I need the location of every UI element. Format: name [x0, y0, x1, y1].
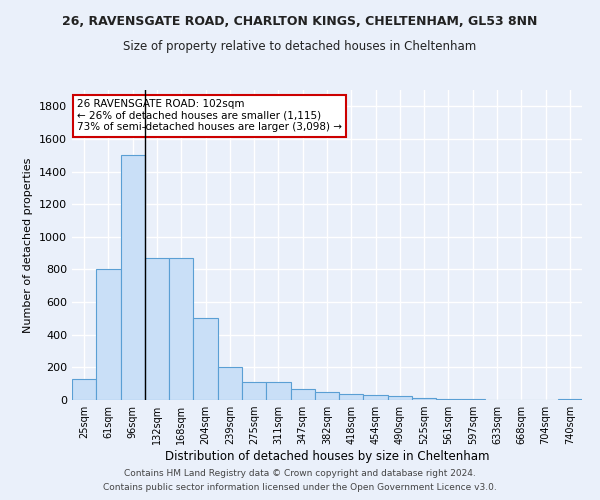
Bar [121, 156, 145, 400]
Bar [218, 366, 242, 400]
Text: Size of property relative to detached houses in Cheltenham: Size of property relative to detached ho… [124, 40, 476, 53]
Bar [412, 398, 436, 400]
Bar [169, 258, 193, 400]
Bar [242, 382, 266, 400]
Bar [145, 258, 169, 400]
Bar [388, 396, 412, 400]
Bar [193, 318, 218, 400]
Text: Contains HM Land Registry data © Crown copyright and database right 2024.: Contains HM Land Registry data © Crown c… [124, 468, 476, 477]
Text: Contains public sector information licensed under the Open Government Licence v3: Contains public sector information licen… [103, 484, 497, 492]
Bar [339, 394, 364, 400]
Text: 26 RAVENSGATE ROAD: 102sqm
← 26% of detached houses are smaller (1,115)
73% of s: 26 RAVENSGATE ROAD: 102sqm ← 26% of deta… [77, 100, 342, 132]
Bar [72, 379, 96, 400]
Bar [96, 270, 121, 400]
Bar [290, 388, 315, 400]
Bar [364, 395, 388, 400]
Bar [558, 399, 582, 400]
Bar [461, 399, 485, 400]
Bar [266, 382, 290, 400]
Y-axis label: Number of detached properties: Number of detached properties [23, 158, 34, 332]
Bar [436, 398, 461, 400]
X-axis label: Distribution of detached houses by size in Cheltenham: Distribution of detached houses by size … [165, 450, 489, 463]
Bar [315, 392, 339, 400]
Text: 26, RAVENSGATE ROAD, CHARLTON KINGS, CHELTENHAM, GL53 8NN: 26, RAVENSGATE ROAD, CHARLTON KINGS, CHE… [62, 15, 538, 28]
